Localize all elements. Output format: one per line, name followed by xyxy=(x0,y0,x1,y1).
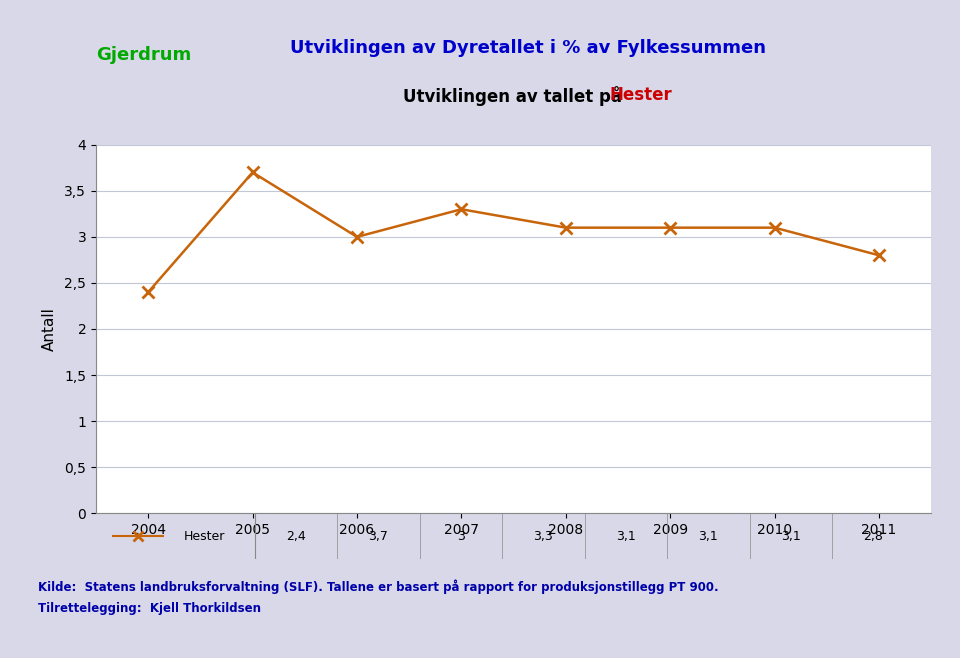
Text: 3,1: 3,1 xyxy=(780,530,801,543)
Text: 2,4: 2,4 xyxy=(286,530,306,543)
Text: Gjerdrum: Gjerdrum xyxy=(96,46,191,64)
Text: Hester: Hester xyxy=(183,530,225,543)
Text: Hester: Hester xyxy=(610,86,672,103)
Text: 3,7: 3,7 xyxy=(369,530,389,543)
Text: Utviklingen av Dyretallet i % av Fylkessummen: Utviklingen av Dyretallet i % av Fylkess… xyxy=(290,39,766,57)
Text: 3,1: 3,1 xyxy=(616,530,636,543)
Y-axis label: Antall: Antall xyxy=(42,307,58,351)
Text: Tilrettelegging:  Kjell Thorkildsen: Tilrettelegging: Kjell Thorkildsen xyxy=(38,602,261,615)
Text: 2,8: 2,8 xyxy=(863,530,883,543)
Text: 3: 3 xyxy=(457,530,465,543)
Text: 3,1: 3,1 xyxy=(699,530,718,543)
Text: 3,3: 3,3 xyxy=(534,530,553,543)
Text: Kilde:  Statens landbruksforvaltning (SLF). Tallene er basert på rapport for pro: Kilde: Statens landbruksforvaltning (SLF… xyxy=(38,579,719,594)
Text: Utviklingen av tallet på: Utviklingen av tallet på xyxy=(403,86,628,105)
